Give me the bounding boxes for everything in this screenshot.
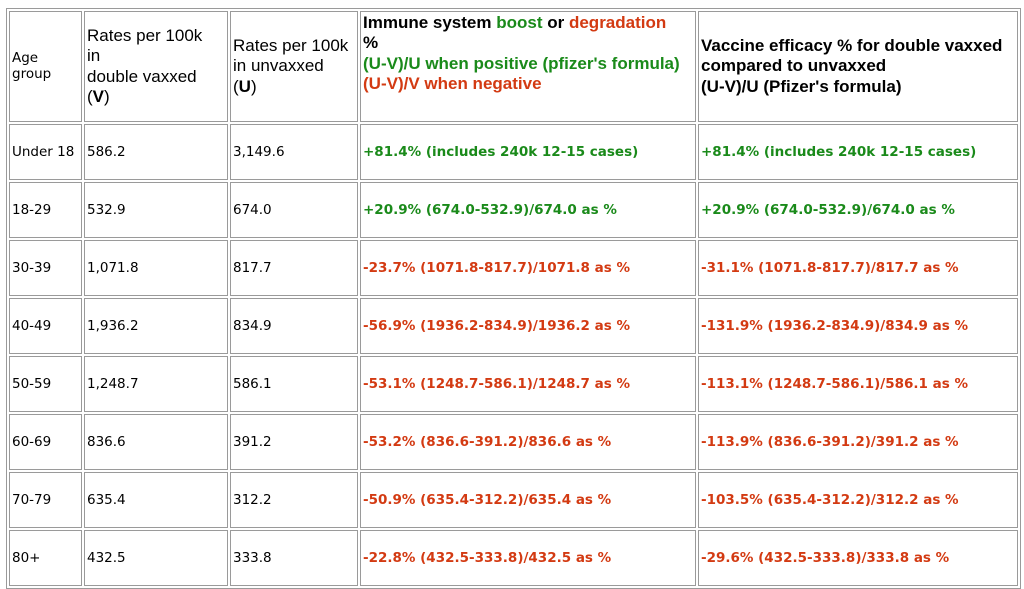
unvaxxed-rate-cell: 333.8 (230, 530, 358, 586)
header-vaxxed-close-paren: ) (104, 86, 110, 106)
vaccine-efficacy-cell: -113.9% (836.6-391.2)/391.2 as % (698, 414, 1018, 470)
header-immune-pct: % (363, 33, 379, 53)
immune-change-cell: -50.9% (635.4-312.2)/635.4 as % (360, 472, 696, 528)
vaxxed-rate-cell: 1,936.2 (84, 298, 228, 354)
table-row: 18-29 532.9 674.0 +20.9% (674.0-532.9)/674.… (9, 182, 1018, 238)
table-row: 40-49 1,936.2 834.9 -56.9% (1936.2-834.9)/1… (9, 298, 1018, 354)
vaxxed-rate-cell: 432.5 (84, 530, 228, 586)
unvaxxed-rate-cell: 391.2 (230, 414, 358, 470)
table-row: 60-69 836.6 391.2 -53.2% (836.6-391.2)/836.… (9, 414, 1018, 470)
header-unvaxxed-open-paren: ( (233, 76, 239, 96)
table-row: 70-79 635.4 312.2 -50.9% (635.4-312.2)/635.… (9, 472, 1018, 528)
unvaxxed-rate-cell: 834.9 (230, 298, 358, 354)
vaxxed-rate-cell: 532.9 (84, 182, 228, 238)
age-group-cell: 30-39 (9, 240, 82, 296)
immune-change-cell: +20.9% (674.0-532.9)/674.0 as % (360, 182, 696, 238)
header-efficacy-line1: Vaccine efficacy % for double vaxxed (701, 35, 1003, 55)
header-unvaxxed-rate: Rates per 100k in unvaxxed (U) (230, 11, 358, 122)
header-immune-system: Immune system boost or degradation % (U-… (360, 11, 696, 122)
immune-change-cell: +81.4% (includes 240k 12-15 cases) (360, 124, 696, 180)
age-group-cell: 70-79 (9, 472, 82, 528)
vaccine-efficacy-cell: -113.1% (1248.7-586.1)/586.1 as % (698, 356, 1018, 412)
header-vaxxed-open-paren: ( (87, 86, 93, 106)
vaccine-efficacy-cell: -29.6% (432.5-333.8)/333.8 as % (698, 530, 1018, 586)
header-unvaxxed-line2: in unvaxxed (233, 56, 324, 76)
age-group-cell: 18-29 (9, 182, 82, 238)
immune-change-cell: -23.7% (1071.8-817.7)/1071.8 as % (360, 240, 696, 296)
header-vaxxed-symbol: V (92, 86, 105, 106)
vaccine-efficacy-cell: -103.5% (635.4-312.2)/312.2 as % (698, 472, 1018, 528)
immune-change-cell: -56.9% (1936.2-834.9)/1936.2 as % (360, 298, 696, 354)
unvaxxed-rate-cell: 674.0 (230, 182, 358, 238)
vaxxed-rate-cell: 836.6 (84, 414, 228, 470)
header-efficacy-line3: (U-V)/U (Pfizer's formula) (701, 76, 902, 96)
table-row: Under 18 586.2 3,149.6 +81.4% (includes 240… (9, 124, 1018, 180)
unvaxxed-rate-cell: 586.1 (230, 356, 358, 412)
header-immune-boost: boost (496, 13, 543, 32)
age-group-cell: 40-49 (9, 298, 82, 354)
vaccine-efficacy-cell: +81.4% (includes 240k 12-15 cases) (698, 124, 1018, 180)
unvaxxed-rate-cell: 817.7 (230, 240, 358, 296)
table-row: 50-59 1,248.7 586.1 -53.1% (1248.7-586.1)/1… (9, 356, 1018, 412)
header-vaxxed-rate: Rates per 100k in double vaxxed (V) (84, 11, 228, 122)
table-header-row: Age group Rates per 100k in double vaxxe… (9, 11, 1018, 122)
header-age-group: Age group (9, 11, 82, 122)
immune-change-cell: -22.8% (432.5-333.8)/432.5 as % (360, 530, 696, 586)
header-vaxxed-line3: double vaxxed (87, 66, 197, 86)
age-group-cell: 60-69 (9, 414, 82, 470)
immune-change-cell: -53.1% (1248.7-586.1)/1248.7 as % (360, 356, 696, 412)
age-group-cell: Under 18 (9, 124, 82, 180)
age-group-cell: 80+ (9, 530, 82, 586)
header-vaccine-efficacy: Vaccine efficacy % for double vaxxed com… (698, 11, 1018, 122)
rates-table: Age group Rates per 100k in double vaxxe… (6, 8, 1021, 589)
header-vaxxed-line2: in (87, 46, 101, 66)
unvaxxed-rate-cell: 3,149.6 (230, 124, 358, 180)
immune-change-cell: -53.2% (836.6-391.2)/836.6 as % (360, 414, 696, 470)
unvaxxed-rate-cell: 312.2 (230, 472, 358, 528)
table-body: Under 18 586.2 3,149.6 +81.4% (includes 240… (9, 124, 1018, 586)
vaccine-efficacy-cell: -31.1% (1071.8-817.7)/817.7 as % (698, 240, 1018, 296)
header-vaxxed-line1: Rates per 100k (87, 25, 203, 45)
vaccine-efficacy-cell: -131.9% (1936.2-834.9)/834.9 as % (698, 298, 1018, 354)
vaxxed-rate-cell: 1,248.7 (84, 356, 228, 412)
vaxxed-rate-cell: 586.2 (84, 124, 228, 180)
table-row: 30-39 1,071.8 817.7 -23.7% (1071.8-817.7)/1… (9, 240, 1018, 296)
header-immune-degradation: degradation (568, 13, 667, 32)
header-efficacy-line2: compared to unvaxxed (701, 56, 887, 76)
age-group-cell: 50-59 (9, 356, 82, 412)
vaxxed-rate-cell: 1,071.8 (84, 240, 228, 296)
header-immune-positive: (U-V)/U when positive (pfizer's formula) (363, 53, 680, 73)
header-immune-negative: (U-V)/V when negative (363, 74, 542, 94)
header-immune-prefix: Immune system (363, 13, 497, 32)
header-age-group-label: Age group (12, 49, 52, 82)
header-immune-or: or (542, 13, 569, 32)
vaccine-efficacy-cell: +20.9% (674.0-532.9)/674.0 as % (698, 182, 1018, 238)
header-unvaxxed-close-paren: ) (250, 76, 257, 96)
table-row: 80+ 432.5 333.8 -22.8% (432.5-333.8)/432.5 … (9, 530, 1018, 586)
vaxxed-rate-cell: 635.4 (84, 472, 228, 528)
header-unvaxxed-symbol: U (238, 76, 251, 96)
header-unvaxxed-line1: Rates per 100k (233, 35, 349, 55)
